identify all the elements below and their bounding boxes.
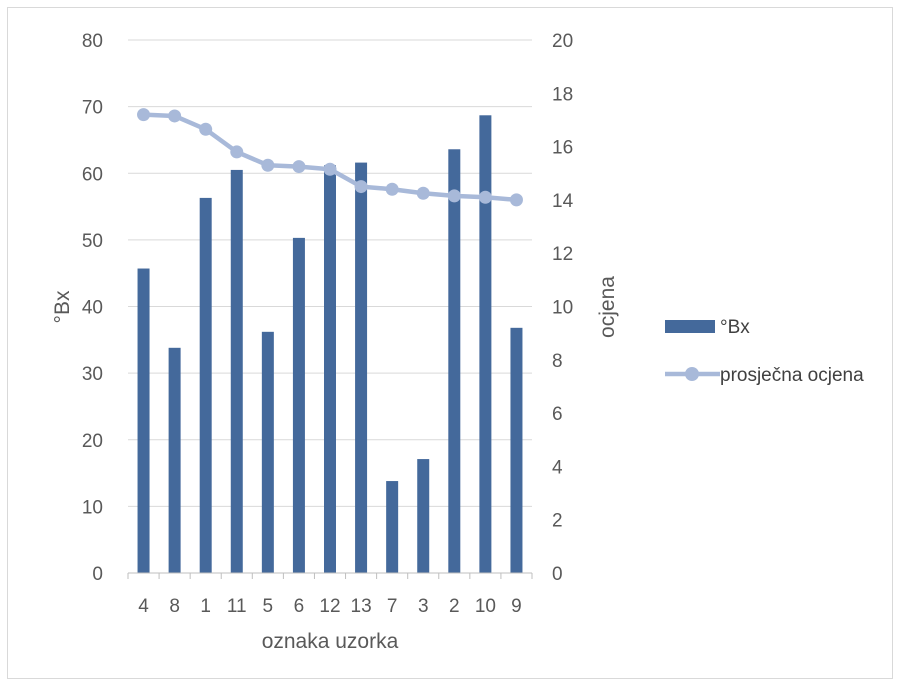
y2-tick-label: 6 (552, 404, 563, 425)
bar (292, 237, 305, 573)
x-axis-title: oznaka uzorka (262, 630, 399, 653)
x-tick-label: 5 (263, 596, 274, 617)
legend: °Bx prosječna ocjena (665, 317, 864, 386)
x-tick-label: 3 (418, 596, 429, 617)
y2-tick-label: 4 (552, 457, 563, 478)
line-point (416, 186, 430, 200)
x-tick-label: 1 (200, 596, 211, 617)
y2-tick-label: 10 (552, 298, 573, 319)
line-point (199, 122, 213, 136)
x-tick-label: 12 (319, 596, 340, 617)
y2-tick-label: 16 (552, 138, 573, 159)
line-point (509, 193, 523, 207)
x-tick-label: 2 (449, 596, 460, 617)
y2-tick-label: 12 (552, 244, 573, 265)
line-point (323, 162, 337, 176)
bar (199, 197, 212, 573)
line-point (447, 189, 461, 203)
bar (355, 162, 368, 573)
x-tick-label: 13 (351, 596, 372, 617)
y-tick-label: 60 (82, 164, 103, 185)
x-tick-label: 6 (294, 596, 305, 617)
y2-tick-label: 14 (552, 191, 574, 212)
bar (137, 268, 150, 573)
legend-swatch-bx (665, 320, 715, 333)
y-tick-label: 80 (82, 31, 103, 52)
y-tick-label: 50 (82, 231, 103, 252)
x-axis (127, 572, 533, 579)
y2-tick-label: 20 (552, 31, 573, 52)
bar (386, 481, 399, 573)
line-point (354, 180, 368, 194)
y2-tick-label: 18 (552, 84, 573, 105)
legend-marker-prosjecna-ocjena (685, 367, 699, 381)
x-tick-label: 9 (511, 596, 522, 617)
line-point (385, 182, 399, 196)
bar (324, 165, 336, 573)
x-tick-label: 10 (475, 596, 496, 617)
bar (448, 149, 461, 573)
y-tick-label: 20 (82, 431, 103, 452)
bar (479, 115, 492, 573)
y-tick-label: 40 (82, 298, 103, 319)
y2-tick-label: 0 (552, 564, 563, 585)
legend-label-prosjecna-ocjena: prosječna ocjena (720, 365, 864, 386)
line-point (261, 158, 275, 172)
bar-series-bx (137, 115, 523, 573)
line-point (137, 108, 151, 122)
x-axis-ticks: 4 8 1 11 5 6 12 13 7 3 2 10 9 (138, 596, 522, 617)
line-series-prosjecna-ocjena (137, 108, 523, 207)
legend-label-bx: °Bx (720, 317, 750, 338)
y-tick-label: 30 (82, 364, 103, 385)
y-tick-label: 10 (82, 497, 103, 518)
line-point (168, 109, 182, 123)
y-axis-left-title: °Bx (51, 290, 74, 323)
line-point (230, 145, 244, 159)
line-point (478, 190, 492, 204)
bar (168, 347, 181, 573)
y-axis-left-ticks: 0 10 20 30 40 50 60 70 80 (82, 31, 103, 585)
y-tick-label: 0 (92, 564, 103, 585)
x-tick-label: 7 (387, 596, 398, 617)
y-axis-right-title: ocjena (596, 276, 619, 338)
bar (417, 459, 430, 573)
x-tick-label: 4 (138, 596, 149, 617)
y2-tick-label: 8 (552, 351, 563, 372)
bar (510, 327, 523, 573)
y-tick-label: 70 (82, 98, 103, 119)
bar (230, 169, 243, 573)
x-tick-label: 8 (169, 596, 180, 617)
y-axis-right-ticks: 0 2 4 6 8 10 12 14 16 18 20 (552, 31, 574, 585)
y2-tick-label: 2 (552, 511, 563, 532)
line-point (292, 160, 306, 174)
bar (261, 331, 274, 573)
x-tick-label: 11 (227, 596, 247, 617)
